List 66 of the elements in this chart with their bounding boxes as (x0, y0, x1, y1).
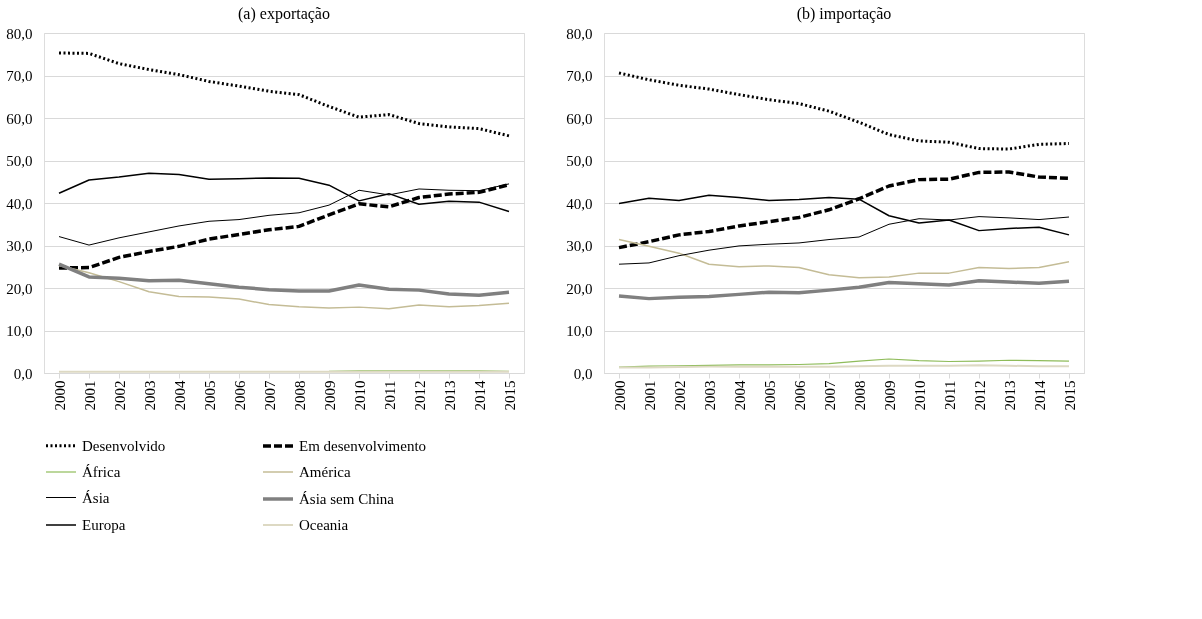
y-tick-label: 30,0 (6, 238, 33, 254)
x-tick-label: 2006 (791, 380, 808, 411)
x-tick-label: 2003 (141, 380, 158, 411)
x-tick-label: 2004 (171, 380, 188, 411)
y-tick-label: 10,0 (566, 323, 593, 339)
x-tick-label: 2009 (321, 380, 338, 411)
y-tick-label: 0,0 (13, 365, 33, 382)
x-tick-label: 2010 (911, 380, 928, 411)
x-tick-label: 2002 (671, 380, 688, 411)
line-series (618, 238, 1070, 279)
legend-label: Em desenvolvimento (299, 438, 427, 454)
line-series (57, 51, 511, 138)
y-tick-label: 0,0 (573, 365, 593, 382)
x-tick-label: 2015 (501, 380, 518, 411)
legend-label: Europa (82, 517, 126, 533)
x-tick-label: 2012 (411, 380, 428, 411)
x-tick-label: 2013 (441, 380, 458, 411)
x-tick-label: 2011 (381, 380, 398, 410)
y-tick-label: 50,0 (566, 153, 593, 169)
x-tick-label: 2012 (971, 380, 988, 411)
chart-title: (a) exportação (238, 5, 330, 23)
legend-label: Oceania (299, 517, 349, 533)
x-tick-label: 2002 (111, 380, 128, 411)
y-tick-label: 80,0 (566, 25, 593, 42)
x-tick-label: 2010 (351, 380, 368, 411)
y-tick-label: 80,0 (6, 25, 33, 42)
x-tick-label: 2014 (1031, 380, 1048, 411)
y-tick-label: 60,0 (566, 110, 593, 127)
x-tick-label: 2004 (731, 380, 748, 411)
line-series (57, 262, 511, 297)
x-tick-label: 2007 (261, 380, 278, 411)
y-tick-label: 40,0 (6, 195, 33, 212)
legend-label: Desenvolvido (82, 437, 166, 454)
x-tick-label: 2009 (881, 380, 898, 411)
line-series (617, 71, 1071, 151)
y-tick-label: 50,0 (6, 153, 33, 169)
x-tick-label: 2003 (701, 380, 718, 411)
legend-label: África (82, 464, 121, 480)
legend-label: América (299, 464, 351, 480)
y-tick-label: 30,0 (566, 238, 593, 254)
legend-label: Ásia (82, 489, 110, 506)
x-tick-label: 2001 (81, 380, 98, 411)
y-tick-label: 60,0 (6, 110, 33, 127)
y-tick-label: 70,0 (566, 68, 593, 84)
x-tick-label: 2008 (851, 380, 868, 411)
legend-label: Ásia sem China (299, 491, 395, 507)
x-tick-label: 2007 (821, 380, 838, 411)
x-tick-label: 2000 (611, 380, 628, 411)
x-tick-label: 2001 (641, 380, 658, 411)
x-tick-label: 2011 (941, 380, 958, 410)
x-tick-label: 2006 (231, 380, 248, 411)
y-tick-label: 10,0 (6, 323, 33, 339)
y-tick-label: 40,0 (566, 195, 593, 212)
y-tick-label: 20,0 (566, 280, 593, 297)
x-tick-label: 2005 (201, 380, 218, 411)
x-tick-label: 2005 (761, 380, 778, 411)
line-series (617, 279, 1071, 301)
x-tick-label: 2008 (291, 380, 308, 411)
y-tick-label: 20,0 (6, 280, 33, 297)
x-tick-label: 2000 (51, 380, 68, 411)
chart-title: (b) importação (796, 5, 892, 23)
line-series (617, 170, 1071, 250)
x-tick-label: 2013 (1001, 380, 1018, 411)
y-tick-label: 70,0 (6, 68, 33, 84)
x-tick-label: 2014 (471, 380, 488, 411)
x-tick-label: 2015 (1061, 380, 1078, 411)
